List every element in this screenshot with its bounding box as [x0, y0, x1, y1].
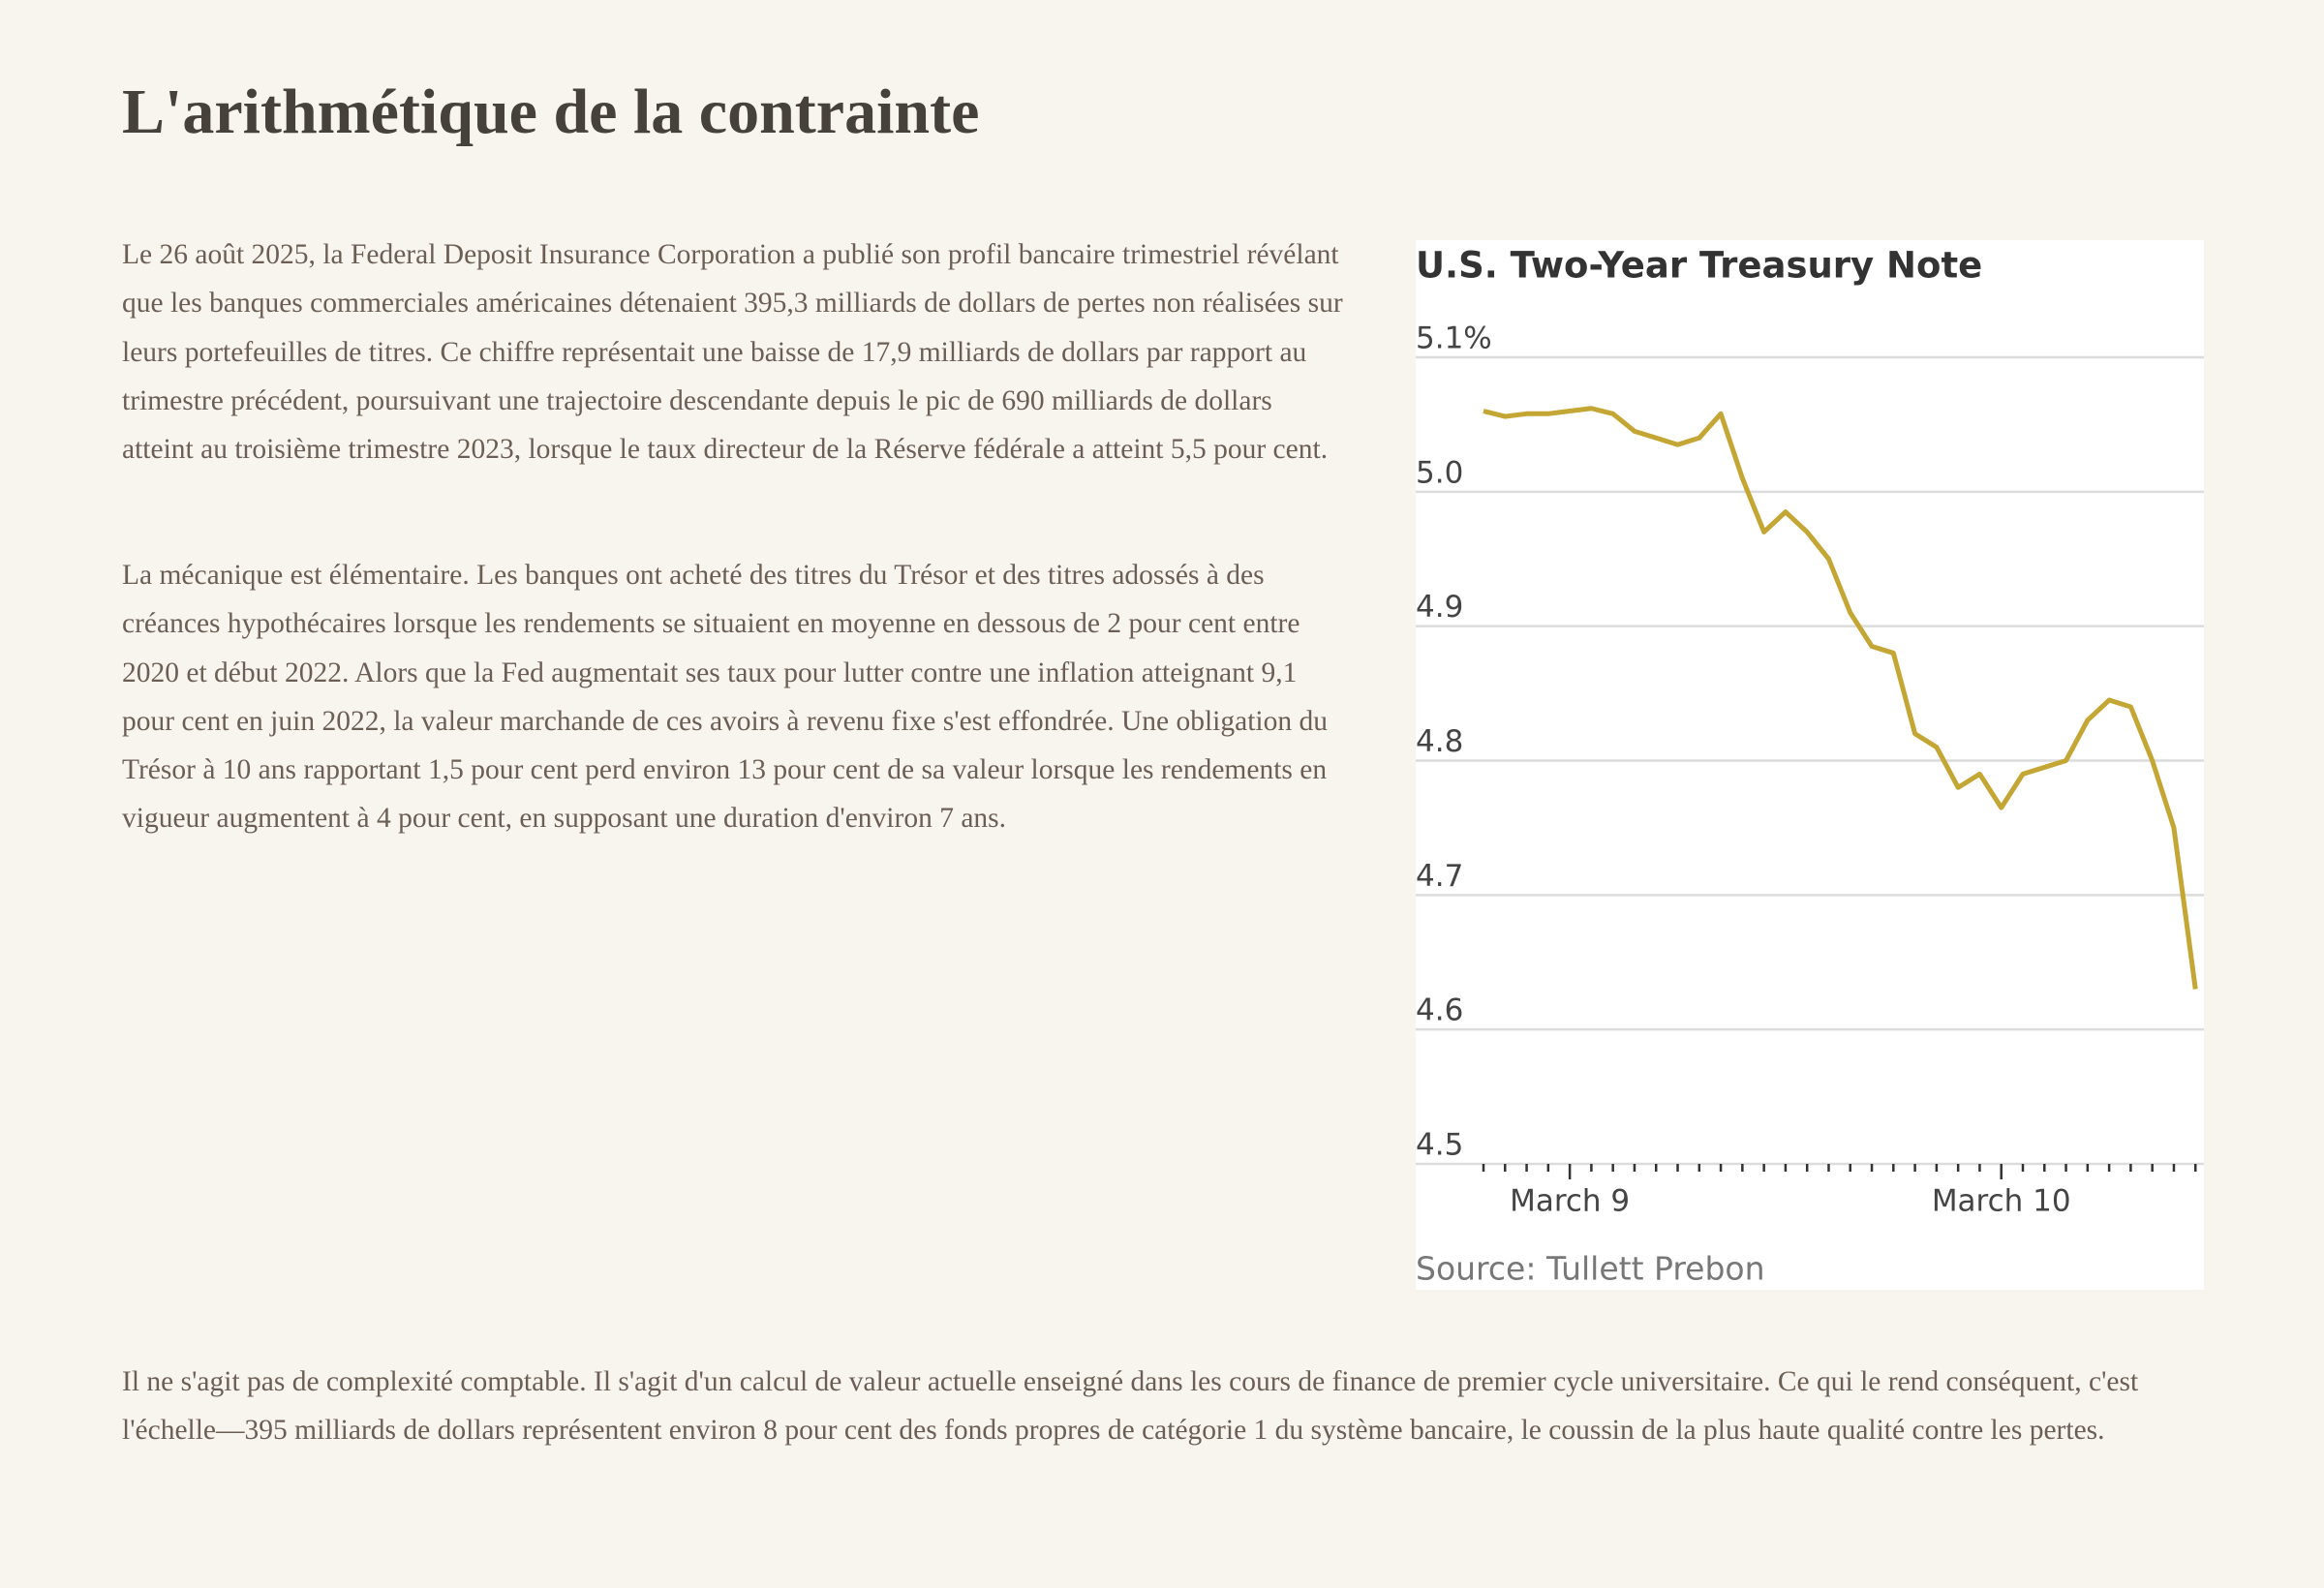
- chart-box: U.S. Two-Year Treasury Note Source: Tull…: [1416, 240, 2204, 1290]
- article-title: L'arithmétique de la contrainte: [122, 76, 980, 147]
- chart-source: Source: Tullett Prebon: [1416, 1250, 1765, 1288]
- y-tick-label: 4.5: [1416, 1128, 1463, 1163]
- y-tick-label: 4.9: [1416, 590, 1463, 625]
- chart: U.S. Two-Year Treasury Note Source: Tull…: [1416, 245, 2204, 1288]
- x-tick-label: March 10: [1932, 1184, 2071, 1219]
- paragraph: Le 26 août 2025, la Federal Deposit Insu…: [122, 239, 1343, 466]
- y-tick-label: 5.0: [1416, 455, 1463, 490]
- y-tick-label: 4.7: [1416, 859, 1463, 894]
- y-tick-label: 4.8: [1416, 724, 1463, 759]
- data-line: [1483, 406, 2198, 990]
- chart-title: U.S. Two-Year Treasury Note: [1416, 245, 1982, 287]
- x-tick-label: March 9: [1510, 1184, 1630, 1219]
- y-tick-label: 4.6: [1416, 993, 1463, 1028]
- paragraph: La mécanique est élémentaire. Les banque…: [122, 560, 1328, 835]
- paragraph: Il ne s'agit pas de complexité comptable…: [122, 1366, 2139, 1447]
- y-tick-label: 5.1%: [1416, 321, 1492, 356]
